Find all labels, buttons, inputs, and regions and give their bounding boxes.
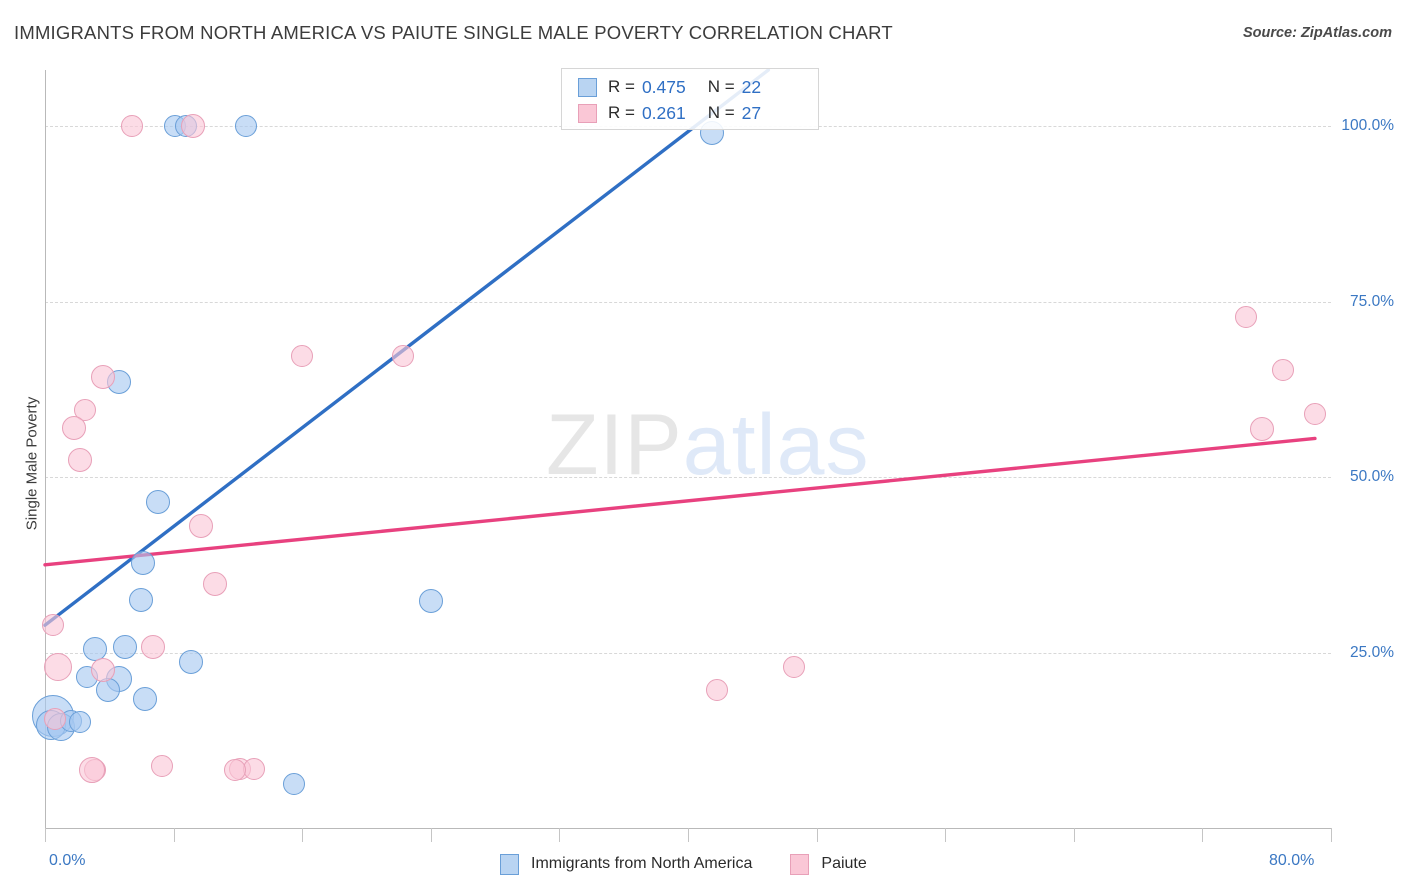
blue-data-point[interactable] [234,115,257,138]
blue-data-point[interactable] [179,649,204,674]
pink-data-point[interactable] [42,614,65,637]
gridline [45,652,1331,654]
pink-data-point[interactable] [90,365,115,390]
pink-data-point[interactable] [61,415,86,440]
blue-data-point[interactable] [145,489,170,514]
legend-blue-swatch [500,853,519,875]
x-tick [302,828,304,842]
blue-data-point[interactable] [82,637,107,662]
pink-data-point[interactable] [43,653,72,682]
x-tick [1073,828,1075,842]
pink-data-point[interactable] [242,758,265,781]
blue-n-value: 22 [741,76,762,97]
blue-r-label: R = [608,77,635,96]
pink-data-point[interactable] [1234,306,1257,329]
blue-series-swatch [578,77,597,97]
x-tick-label-max: 80.0% [1269,852,1315,869]
pink-data-point[interactable] [78,757,105,784]
blue-data-point[interactable] [113,634,138,659]
gridline [45,301,1331,303]
pink-data-point[interactable] [74,399,97,422]
pink-series-swatch [578,103,597,123]
y-tick-label: 100.0% [1341,117,1394,135]
stats-row-pink: R = 0.261 N = 27 [578,100,761,126]
pink-data-point[interactable] [180,114,205,139]
correlation-stats-box: R = 0.475 N = 22 R = 0.261 N = 27 [561,68,819,130]
blue-data-point[interactable] [95,677,120,702]
x-tick [816,828,818,842]
pink-r-label: R = [608,103,635,122]
x-tick-label-min: 0.0% [49,852,86,869]
x-tick [688,828,689,842]
y-axis-label-text: Single Male Poverty [23,396,41,531]
x-tick [45,828,46,842]
x-tick [1331,828,1332,842]
y-tick-label: 25.0% [1350,643,1394,661]
pink-data-point[interactable] [1303,402,1326,425]
x-tick [559,828,561,842]
pink-data-point[interactable] [223,758,246,781]
pink-data-point[interactable] [1249,416,1274,441]
pink-data-point[interactable] [1271,358,1294,381]
blue-data-point[interactable] [69,711,92,734]
pink-data-point[interactable] [120,115,143,138]
legend-pink-label: Paiute [821,855,867,872]
stats-row-blue: R = 0.475 N = 22 [578,74,761,100]
source-attribution: Source: ZipAtlas.com [1242,25,1392,41]
series-legend: Immigrants from North America Paiute [500,850,905,878]
pink-data-point[interactable] [203,572,228,597]
legend-pink-swatch [790,853,810,875]
pink-n-label: N = [707,103,735,122]
blue-data-point[interactable] [132,686,157,711]
blue-data-point[interactable] [283,772,306,795]
y-tick-label: 50.0% [1350,468,1394,486]
pink-data-point[interactable] [43,707,66,730]
pink-data-point[interactable] [291,345,314,368]
blue-data-point[interactable] [418,589,443,614]
blue-data-point[interactable] [129,587,154,612]
pink-data-point[interactable] [705,679,728,702]
pink-data-point[interactable] [392,345,415,368]
pink-r-value: 0.261 [641,102,686,123]
pink-data-point[interactable] [188,514,213,539]
pink-data-point[interactable] [783,655,806,678]
pink-n-value: 27 [741,102,762,123]
legend-blue-label: Immigrants from North America [531,855,753,872]
pink-data-point[interactable] [90,658,115,683]
blue-r-value: 0.475 [641,76,686,97]
pink-data-point[interactable] [68,447,93,472]
y-axis-label: Single Male Poverty [10,0,41,892]
gridline [45,477,1331,479]
plot-area [45,70,1331,828]
legend-item-immigrants[interactable]: Immigrants from North America [500,853,753,875]
blue-n-label: N = [707,77,735,96]
page-title: IMMIGRANTS FROM NORTH AMERICA VS PAIUTE … [14,22,893,43]
x-tick [1202,828,1204,842]
y-tick-label: 75.0% [1350,292,1394,310]
pink-data-point[interactable] [151,754,174,777]
x-tick [173,828,175,842]
x-tick [945,828,947,842]
pink-data-point[interactable] [140,634,165,659]
legend-item-paiute[interactable]: Paiute [790,853,867,875]
x-tick [430,828,432,842]
blue-data-point[interactable] [131,550,156,575]
